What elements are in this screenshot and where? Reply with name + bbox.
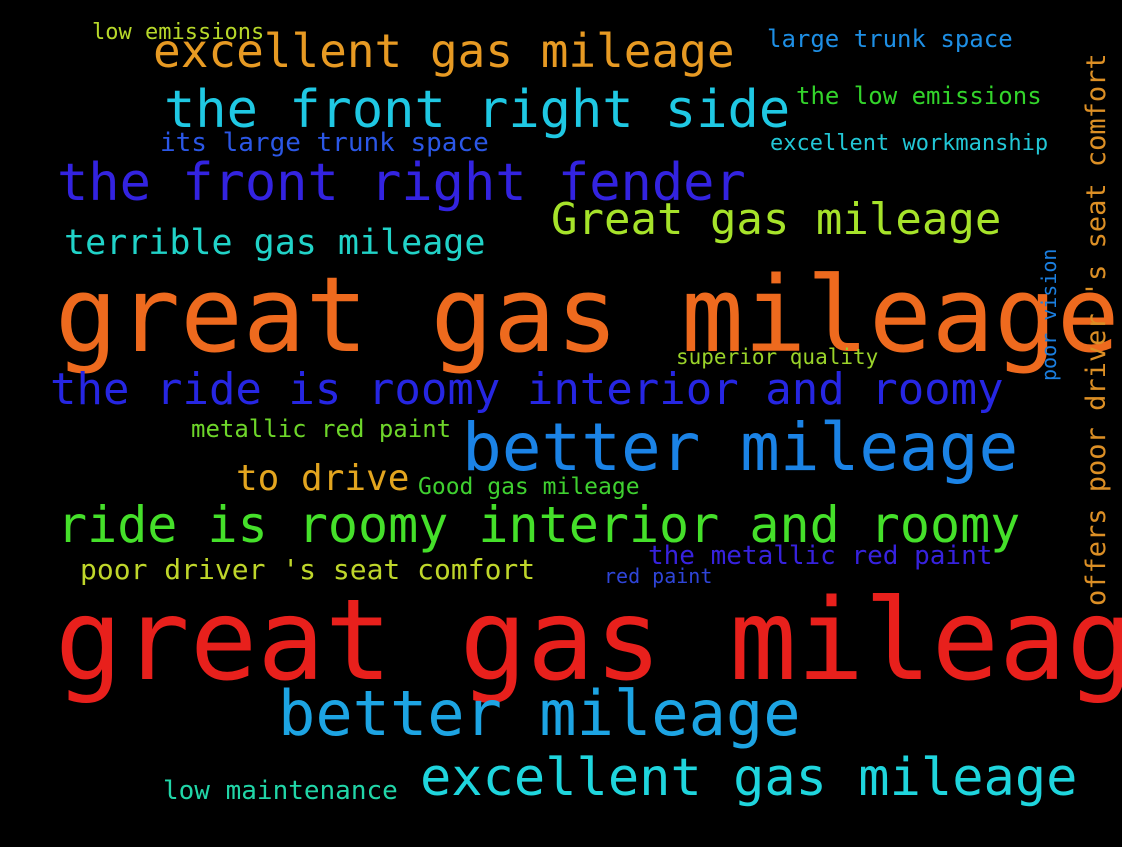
word-poor-drivers-seat-comfort: poor driver 's seat comfort — [80, 553, 536, 586]
word-excellent-gas-mileage: excellent gas mileage — [153, 24, 735, 78]
word-large-trunk-space: large trunk space — [767, 25, 1013, 53]
word-excellent-workmanship: excellent workmanship — [770, 131, 1049, 156]
word-superior-quality: superior quality — [676, 345, 879, 369]
word-the-metallic-red-paint: the metallic red paint — [648, 541, 993, 571]
word-good-gas-mileage: Good gas mileage — [418, 474, 640, 500]
word-better-mileage-blue: better mileage — [462, 409, 1019, 486]
word-low-maintenance: low maintenance — [163, 776, 398, 806]
word-low-emissions: low emissions — [92, 20, 265, 45]
word-excellent-gas-mileage-cyan: excellent gas mileage — [420, 748, 1078, 808]
word-great-gas-mileage-red: great gas mileage — [55, 576, 1122, 706]
word-ride-is-roomy: ride is roomy interior and roomy — [57, 496, 1021, 554]
word-the-front-right-fender: the front right fender — [57, 153, 746, 213]
word-great-gas-mileage-capitalized: Great gas mileage — [551, 194, 1002, 245]
word-the-ride-is-roomy: the ride is roomy interior and roomy — [50, 364, 1004, 415]
word-red-paint: red paint — [604, 564, 713, 588]
word-the-front-right-side: the front right side — [164, 80, 791, 140]
word-to-drive: to drive — [236, 458, 410, 499]
word-the-low-emissions: the low emissions — [796, 82, 1042, 110]
word-metallic-red-paint: metallic red paint — [191, 415, 452, 443]
word-its-large-trunk-space: its large trunk space — [160, 128, 489, 158]
word-poor-vision: poor vision — [1037, 248, 1061, 381]
word-terrible-gas-mileage: terrible gas mileage — [64, 223, 486, 263]
word-offers-poor-drivers-seat-comfort: offers poor driver 's seat comfort — [1081, 53, 1112, 606]
word-better-mileage-lightblue: better mileage — [278, 677, 801, 750]
word-great-gas-mileage-orange: great gas mileage — [55, 254, 1120, 376]
